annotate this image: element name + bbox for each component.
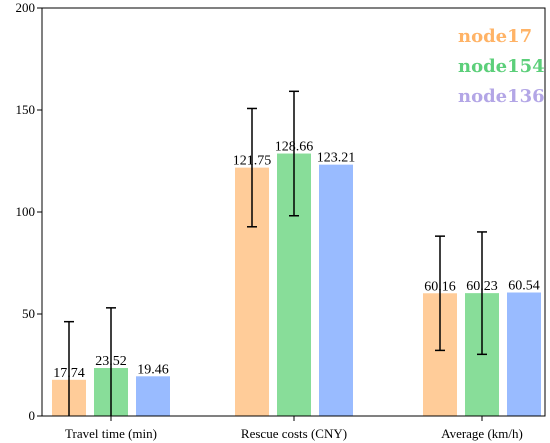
data-label-node136-2: 60.54 [508,278,540,293]
data-label-node154-2: 60.23 [466,279,498,294]
error-bar-node154-1 [289,90,299,217]
x-tick-label-0: Travel time (min) [65,426,157,441]
legend-entry-node136: node136 [458,86,545,107]
error-bar-node17-0 [64,320,74,416]
bar-node136-1 [319,164,353,416]
data-label-node17-2: 60.16 [424,279,456,294]
error-bar-node17-2 [435,235,445,352]
data-label-node17-1: 121.75 [233,154,272,169]
x-tick-label-1: Rescue costs (CNY) [241,426,347,441]
data-label-node136-0: 19.46 [137,362,169,377]
data-label-node154-0: 23.52 [95,354,127,369]
x-tick-label-2: Average (km/h) [441,426,523,441]
data-label-node17-0: 17.74 [53,366,85,381]
y-tick-label-100: 100 [16,204,36,219]
legend-entry-node17: node17 [458,26,532,47]
error-bar-node154-2 [477,231,487,356]
y-tick-label-50: 50 [22,306,35,321]
y-tick-label-200: 200 [16,0,36,15]
data-label-node136-1: 123.21 [317,151,356,166]
data-label-node154-1: 128.66 [275,140,314,155]
y-tick-label-0: 0 [29,408,36,423]
y-tick-label-150: 150 [16,102,36,117]
error-bar-node17-1 [247,107,257,228]
bar-node136-2 [507,292,541,416]
legend-entry-node154: node154 [458,56,545,77]
bar-node136-0 [136,376,170,416]
error-bar-node154-0 [106,307,116,416]
